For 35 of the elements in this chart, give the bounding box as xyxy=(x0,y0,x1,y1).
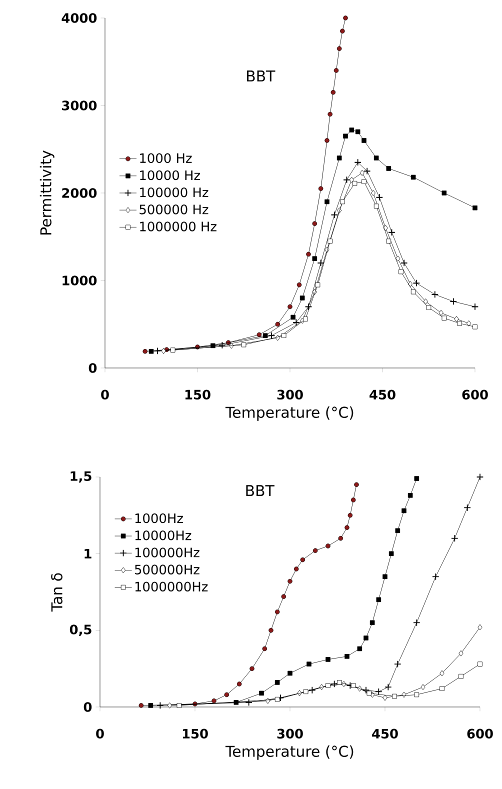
legend-label: 500000Hz xyxy=(134,564,200,574)
legend-label: 10000Hz xyxy=(135,530,192,540)
legend-label: 1000Hz xyxy=(135,513,183,524)
y-tick-label: 1,5 xyxy=(70,471,92,483)
annotation: BBT xyxy=(247,70,276,82)
x-tick-label: 150 xyxy=(182,728,208,739)
x-tick-label: 0 xyxy=(96,728,104,739)
x-tick-label: 600 xyxy=(462,390,488,400)
y-tick-label: 2000 xyxy=(62,188,97,198)
x-tick-label: 150 xyxy=(185,390,210,400)
y-tick-label: 0 xyxy=(88,363,97,373)
legend-label: 100000Hz xyxy=(135,548,200,558)
y-tick-label: 4000 xyxy=(62,13,97,23)
x-tick-label: 450 xyxy=(370,390,396,400)
annotation: BBT xyxy=(246,485,274,496)
x-tick-label: 450 xyxy=(372,728,398,739)
legend-label: 10000 Hz xyxy=(140,170,200,180)
legend-label: 1000 Hz xyxy=(140,153,192,164)
legend-label: 1000000 Hz xyxy=(140,222,216,232)
y-tick-label: 1000 xyxy=(62,276,97,286)
y-axis-title: Permittivity xyxy=(40,150,54,234)
x-axis-title: Temperature (°C) xyxy=(225,406,354,421)
y-tick-label: 0 xyxy=(84,702,92,712)
y-tick-label: 1 xyxy=(84,548,92,558)
y-axis-title: Tan δ xyxy=(51,573,62,612)
legend-label: 1000000Hz xyxy=(135,582,208,592)
x-tick-label: 600 xyxy=(467,728,493,739)
y-tick-label: 3000 xyxy=(62,100,97,110)
legend-label: 500000 Hz xyxy=(140,204,208,214)
x-tick-label: 300 xyxy=(277,728,303,739)
x-tick-label: 300 xyxy=(277,390,303,400)
x-tick-label: 0 xyxy=(101,390,109,400)
legend-label: 100000 Hz xyxy=(140,187,208,198)
x-axis-title: Temperature (°C) xyxy=(225,745,354,760)
y-tick-label: 0,5 xyxy=(70,624,92,636)
